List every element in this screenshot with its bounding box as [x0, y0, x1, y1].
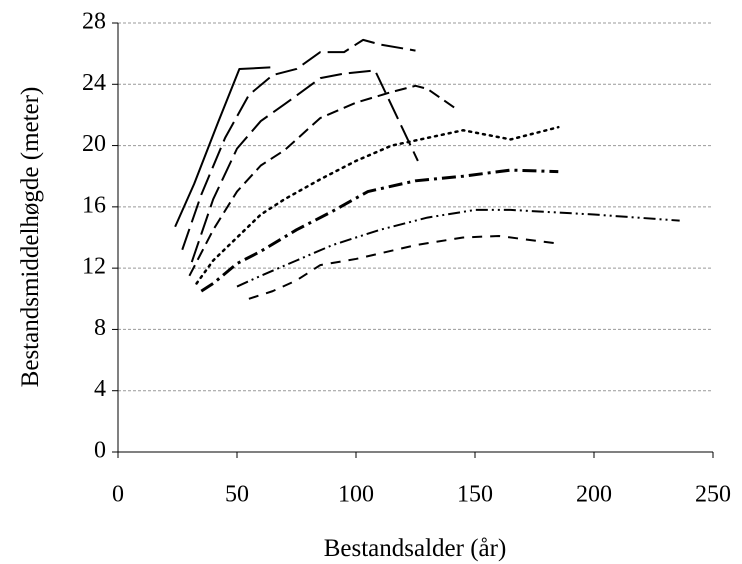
y-tick-label: 16: [82, 192, 106, 218]
y-axis-title: Bestandsmiddelhøgde (meter): [17, 87, 44, 388]
series-line: [181, 38, 416, 251]
x-axis-title: Bestandsalder (år): [324, 535, 507, 562]
x-tick-label: 150: [457, 482, 493, 508]
y-tick-label: 28: [82, 9, 106, 35]
series-line: [195, 125, 560, 285]
x-tick-label: 250: [695, 482, 731, 508]
x-tick-label: 0: [112, 482, 124, 508]
y-tick-label: 0: [94, 438, 106, 464]
y-tick-label: 8: [94, 315, 106, 341]
series-line: [248, 234, 559, 300]
y-tick-label: 12: [82, 254, 106, 280]
series-line: [174, 66, 271, 228]
series-line: [200, 168, 559, 293]
x-tick-label: 50: [225, 482, 249, 508]
y-tick-label: 24: [82, 70, 106, 96]
y-tick-label: 20: [82, 131, 106, 157]
x-tick-label: 200: [576, 482, 612, 508]
series-line: [188, 84, 459, 277]
x-tick-label: 100: [338, 482, 374, 508]
series-line: [190, 69, 419, 263]
y-tick-label: 4: [94, 376, 106, 402]
series-line: [236, 208, 680, 288]
